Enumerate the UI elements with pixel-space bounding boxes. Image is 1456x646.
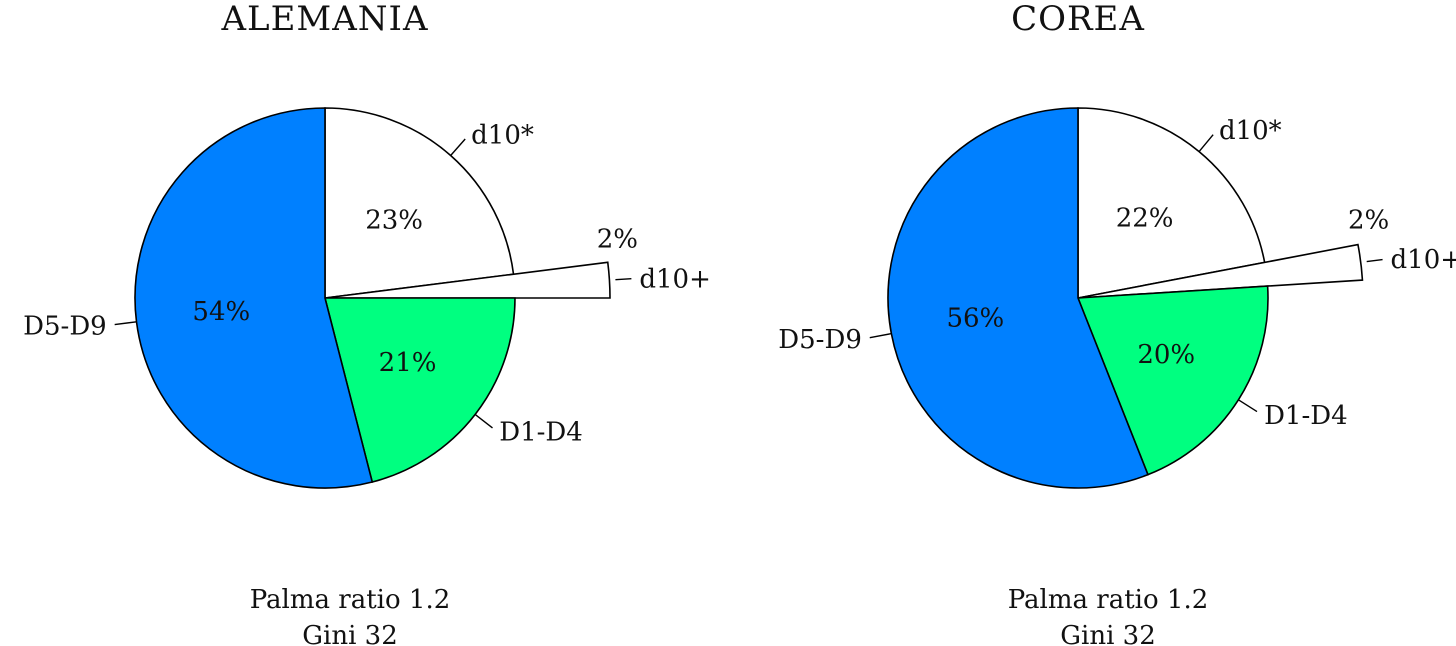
leader-line	[450, 138, 466, 156]
slice-value-label: 22%	[1116, 203, 1174, 233]
chart-title: ALEMANIA	[220, 0, 428, 39]
pie-slice-d10	[324, 261, 611, 299]
leader-line	[1238, 399, 1258, 413]
leader-line	[114, 321, 137, 326]
gini-text: Gini 32	[302, 621, 398, 646]
pie-chart-corea: COREA 22% d10* 2%d10+ 20% D1-D4 56% D5-D9 Palm…	[778, 0, 1456, 646]
pie-slices	[134, 107, 611, 489]
chart-title: COREA	[1011, 0, 1145, 39]
pie-slice-d5-d9	[134, 107, 374, 489]
pie-chart-alemania: ALEMANIA 23% d10* 2%d10+ 21% D1-D4 54% D5-D9 P…	[23, 0, 711, 646]
slice-category-label: D1-D4	[499, 418, 583, 448]
slice-value-label: 2%	[1348, 206, 1389, 236]
pie-labels: 23% d10* 2%d10+ 21% D1-D4 54% D5-D9	[23, 120, 711, 447]
palma-ratio-text: Palma ratio 1.2	[1008, 585, 1209, 615]
slice-value-label: 23%	[365, 206, 423, 236]
pie-labels: 22% d10* 2%d10+ 20% D1-D4 56% D5-D9	[778, 116, 1456, 431]
slice-category-label: d10+	[1391, 245, 1456, 275]
pie-slices	[887, 107, 1364, 489]
leader-line	[615, 278, 632, 281]
slice-category-label: D5-D9	[23, 311, 107, 341]
leader-line	[474, 413, 493, 429]
palma-ratio-text: Palma ratio 1.2	[250, 585, 451, 615]
pie-slice-d5-d9	[887, 107, 1149, 489]
slice-category-label: d10*	[1219, 116, 1282, 146]
slice-category-label: d10+	[639, 264, 711, 294]
slice-category-label: d10*	[471, 120, 534, 150]
slice-value-label: 56%	[946, 304, 1004, 334]
slice-value-label: 54%	[192, 297, 250, 327]
gini-text: Gini 32	[1060, 621, 1156, 646]
leader-line	[869, 332, 892, 339]
slice-value-label: 20%	[1137, 340, 1195, 370]
slice-category-label: D5-D9	[778, 325, 862, 355]
pie-slice-d1-d4	[1076, 285, 1269, 476]
slice-category-label: D1-D4	[1264, 401, 1348, 431]
pie-slice-d10	[1077, 107, 1266, 299]
leader-line	[1198, 134, 1214, 153]
slice-value-label: 2%	[597, 225, 638, 255]
pie-slice-d10	[1077, 243, 1364, 299]
slice-value-label: 21%	[379, 348, 437, 378]
leader-line	[1366, 258, 1383, 263]
